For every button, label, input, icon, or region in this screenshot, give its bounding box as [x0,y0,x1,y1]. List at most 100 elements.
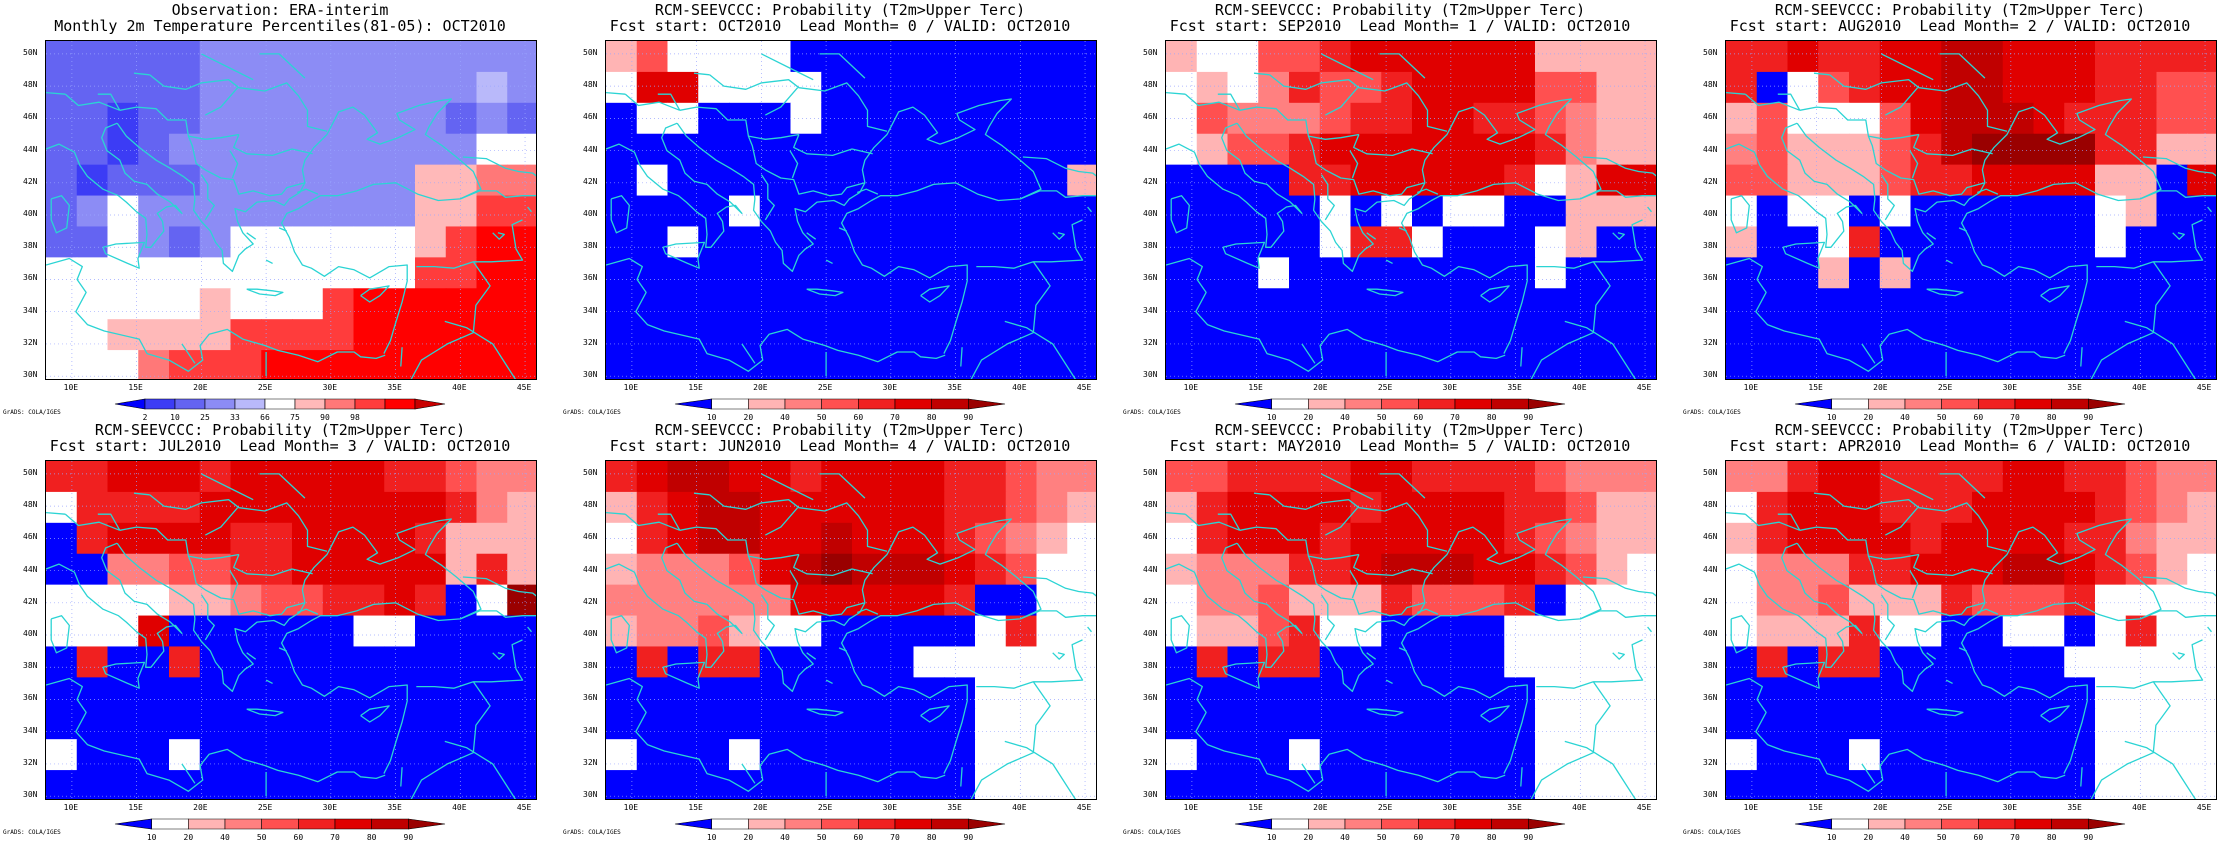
grid-cell [415,257,447,289]
grid-cell [852,319,884,351]
grid-cell [1227,553,1259,586]
coastline [1926,288,1964,297]
grid-cell [1849,257,1881,289]
colorbar-swatch [1904,398,1942,410]
lon-label: 40E [1572,803,1587,812]
lat-label: 50N [23,47,38,57]
colorbar-label: 10 [1266,413,1277,422]
grid-cell [384,677,416,709]
grid-cell [2095,708,2127,740]
grid-cell [353,677,385,709]
grid-cell [2125,461,2158,493]
grid-cell [1473,319,1505,351]
grid-cell [1941,71,1973,104]
grid-cell [1787,770,1819,799]
grid-cell [1227,461,1259,493]
grid-cell [1005,770,1038,799]
grid-cell [507,491,536,524]
grid-cell [1756,646,1789,678]
coastline [1366,288,1404,297]
grid-cell [384,133,416,166]
grid-cell [1258,461,1290,493]
grid-cell [415,41,447,73]
grid-cell [476,226,508,258]
grid-cell [199,350,232,379]
grid-cell [1726,133,1758,166]
coastline [246,288,284,297]
colorbar-swatch [674,398,712,410]
coastline [676,98,1042,354]
grid-cell [1818,41,1850,73]
coastline [2096,639,2204,689]
lat-label: 30N [1703,790,1718,800]
grid-cell [1565,71,1598,104]
grid-cell [476,708,508,740]
grid-cell [944,133,976,166]
grid-cell [230,677,262,709]
colorbar-label: 80 [926,413,937,422]
coastline [920,285,950,303]
grid-cell [636,770,669,799]
grid-cell [1972,739,2004,771]
coastline [1530,681,1611,799]
panel-title: RCM-SEEVCCC: Probability (T2m>Upper Terc… [654,1,1026,19]
grid-cell [821,584,853,617]
lat-label: 48N [1143,80,1158,90]
coastline [1308,133,1360,140]
grid-cell [975,133,1007,166]
grid-cell [46,226,78,258]
grid-cell [1258,41,1290,73]
coastline [1166,122,1303,248]
grid-cell [46,350,78,379]
coastline [662,241,706,269]
grid-cell [2064,739,2096,771]
coastline [1301,343,1316,364]
grid-cell [384,646,416,678]
grid-cell [1289,677,1321,709]
lon-label: 10E [1743,383,1759,392]
coastline [1020,576,1096,620]
grid-cell [261,133,293,166]
grid-cell [913,288,945,320]
colorbar-label: 20 [1863,413,1874,422]
grid-cell [322,553,355,586]
coastline [1349,570,1359,599]
grid-cell [1627,615,1656,648]
colorbar-label: 70 [2010,413,2020,422]
grid-cell [1166,646,1198,678]
colorbar-swatch [1271,818,1309,830]
grid-cell [199,739,232,771]
grid-cell [606,739,638,771]
colorbar-swatch [354,398,386,410]
coastline [806,232,817,240]
coastline [201,53,254,81]
grid-cell [1412,708,1444,740]
grid-cell [2033,41,2065,73]
coastline [1861,763,1876,784]
lat-label: 36N [1143,693,1158,703]
grid-cell [2002,461,2035,493]
lat-label: 30N [583,370,598,380]
grid-cell [476,102,508,135]
map-area [45,40,537,380]
lon-label: 30E [2002,803,2018,812]
grid-cell [445,584,478,617]
grid-cell [384,615,416,648]
lat-label: 46N [1703,112,1718,122]
grid-cell [76,770,109,799]
grid-cell [852,71,884,104]
coastline [1239,526,1426,617]
grid-cell [2095,288,2127,320]
grid-cell [1442,257,1475,289]
grid-cell [1067,226,1096,258]
map-svg [1166,41,1656,379]
grid-cell [1381,461,1413,493]
grid-cell [1910,350,1942,379]
grid-cell [322,133,355,166]
coastline [97,513,121,531]
colorbar-swatch [1491,398,1529,410]
colorbar-label: 40 [1340,413,1350,422]
grid-cell [1442,708,1475,740]
grid-cell [2033,195,2065,228]
colorbar-swatch [1418,398,1456,410]
